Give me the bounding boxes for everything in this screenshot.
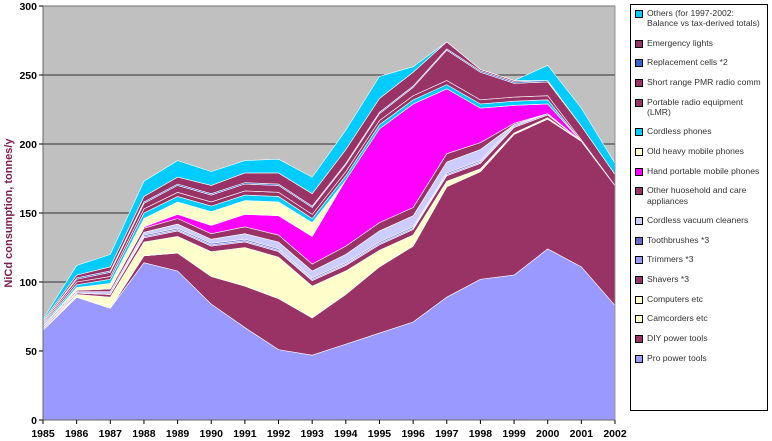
legend-swatch — [635, 217, 643, 226]
area-series-group — [42, 41, 616, 421]
x-tick-label: 1991 — [233, 428, 257, 440]
legend-item: Pro power tools — [635, 353, 764, 363]
legend-label: DIY power tools — [647, 333, 708, 344]
legend-label: Portable radio equipment (LMR) — [647, 96, 744, 117]
legend-swatch — [635, 148, 643, 157]
legend-swatch — [635, 128, 643, 137]
legend-label: Hand portable mobile phones — [647, 165, 760, 176]
x-tick-label: 1990 — [200, 428, 224, 440]
x-tick-label: 1997 — [435, 428, 459, 440]
legend-item: DIY power tools — [635, 333, 764, 344]
x-tick-label: 1994 — [334, 428, 358, 440]
legend-item: Cordless vacuum cleaners — [635, 215, 764, 226]
x-tick-label: 1995 — [368, 428, 392, 440]
legend-item: Hand portable mobile phones — [635, 166, 764, 176]
legend-swatch — [635, 335, 643, 344]
legend-swatch — [635, 167, 643, 176]
x-tick-label: 1988 — [132, 428, 156, 440]
legend-swatch — [635, 79, 643, 88]
legend-label: Toothbrushes *3 — [647, 234, 710, 245]
legend-item: Replacement cells *2 — [635, 57, 764, 68]
legend-label: Replacement cells *2 — [647, 57, 728, 68]
x-tick-label: 2001 — [570, 428, 594, 440]
legend-label: Other huosehold and care appliances — [647, 185, 747, 206]
legend-swatch — [635, 187, 643, 196]
legend-item: Other huosehold and care appliances — [635, 185, 764, 206]
legend-item: Trimmers *3 — [635, 254, 764, 265]
y-tick-label: 100 — [19, 277, 37, 289]
x-tick-labels: 1985 1986 1987 1988 1989 1990 1991 1992 1993 1994… — [31, 420, 627, 440]
legend-item: Emergency lights — [635, 38, 764, 48]
legend-label: Others (for 1997-2002: Balance vs tax-de… — [647, 8, 760, 29]
legend-label: Trimmers *3 — [647, 254, 694, 265]
legend-swatch — [635, 256, 643, 265]
legend-label: Old heavy mobile phones — [647, 146, 744, 157]
x-tick-label: 1993 — [300, 428, 324, 440]
x-tick-label: 1992 — [267, 428, 291, 440]
legend-swatch — [635, 10, 643, 18]
x-tick-label: 1989 — [166, 428, 190, 440]
legend-item: Shavers *3 — [635, 274, 764, 285]
legend-swatch — [635, 295, 643, 304]
y-tick-label: 150 — [19, 208, 37, 220]
legend-item: Camcorders etc — [635, 313, 764, 324]
legend-swatch — [635, 315, 643, 324]
legend-label: Short range PMR radio comm — [647, 77, 761, 88]
legend-swatch — [635, 354, 643, 363]
x-tick-label: 1999 — [502, 428, 526, 440]
x-tick-label: 1985 — [31, 428, 55, 440]
legend-swatch — [635, 98, 643, 107]
legend-label: Shavers *3 — [647, 274, 690, 285]
legend-swatch — [635, 236, 643, 245]
legend-item: Old heavy mobile phones — [635, 146, 764, 157]
legend-label: Pro power tools — [647, 352, 707, 363]
y-tick-label: 200 — [19, 139, 37, 151]
x-tick-label: 2000 — [536, 428, 560, 440]
legend-label: Cordless vacuum cleaners — [647, 215, 749, 226]
legend-label: Cordless phones — [647, 126, 712, 137]
legend-label: Computers etc — [647, 293, 703, 304]
y-tick-label: 50 — [25, 346, 37, 358]
legend-item: Cordless phones — [635, 126, 764, 137]
x-tick-label: 1987 — [99, 428, 123, 440]
legend-item: Portable radio equipment (LMR) — [635, 97, 764, 117]
legend-label: Emergency lights — [647, 37, 713, 48]
legend-swatch — [635, 276, 643, 285]
legend-item: Computers etc — [635, 294, 764, 304]
legend-item: Others (for 1997-2002: Balance vs tax-de… — [635, 8, 764, 28]
legend: Others (for 1997-2002: Balance vs tax-de… — [630, 4, 768, 411]
x-tick-label: 1986 — [65, 428, 89, 440]
y-tick-label: 0 — [31, 415, 37, 427]
y-tick-labels: 0 50 100 150 200 250 300 — [19, 1, 43, 427]
legend-label: Camcorders etc — [647, 313, 708, 324]
x-tick-label: 1996 — [401, 428, 425, 440]
y-tick-label: 250 — [19, 70, 37, 82]
x-tick-label: 1998 — [469, 428, 493, 440]
legend-swatch — [635, 39, 643, 48]
legend-item: Short range PMR radio comm — [635, 77, 764, 88]
x-tick-label: 2002 — [603, 428, 627, 440]
y-tick-label: 300 — [19, 1, 37, 13]
legend-item: Toothbrushes *3 — [635, 235, 764, 245]
y-axis-label: NiCd consumption, tonnes/y — [3, 138, 15, 288]
legend-swatch — [635, 59, 643, 68]
